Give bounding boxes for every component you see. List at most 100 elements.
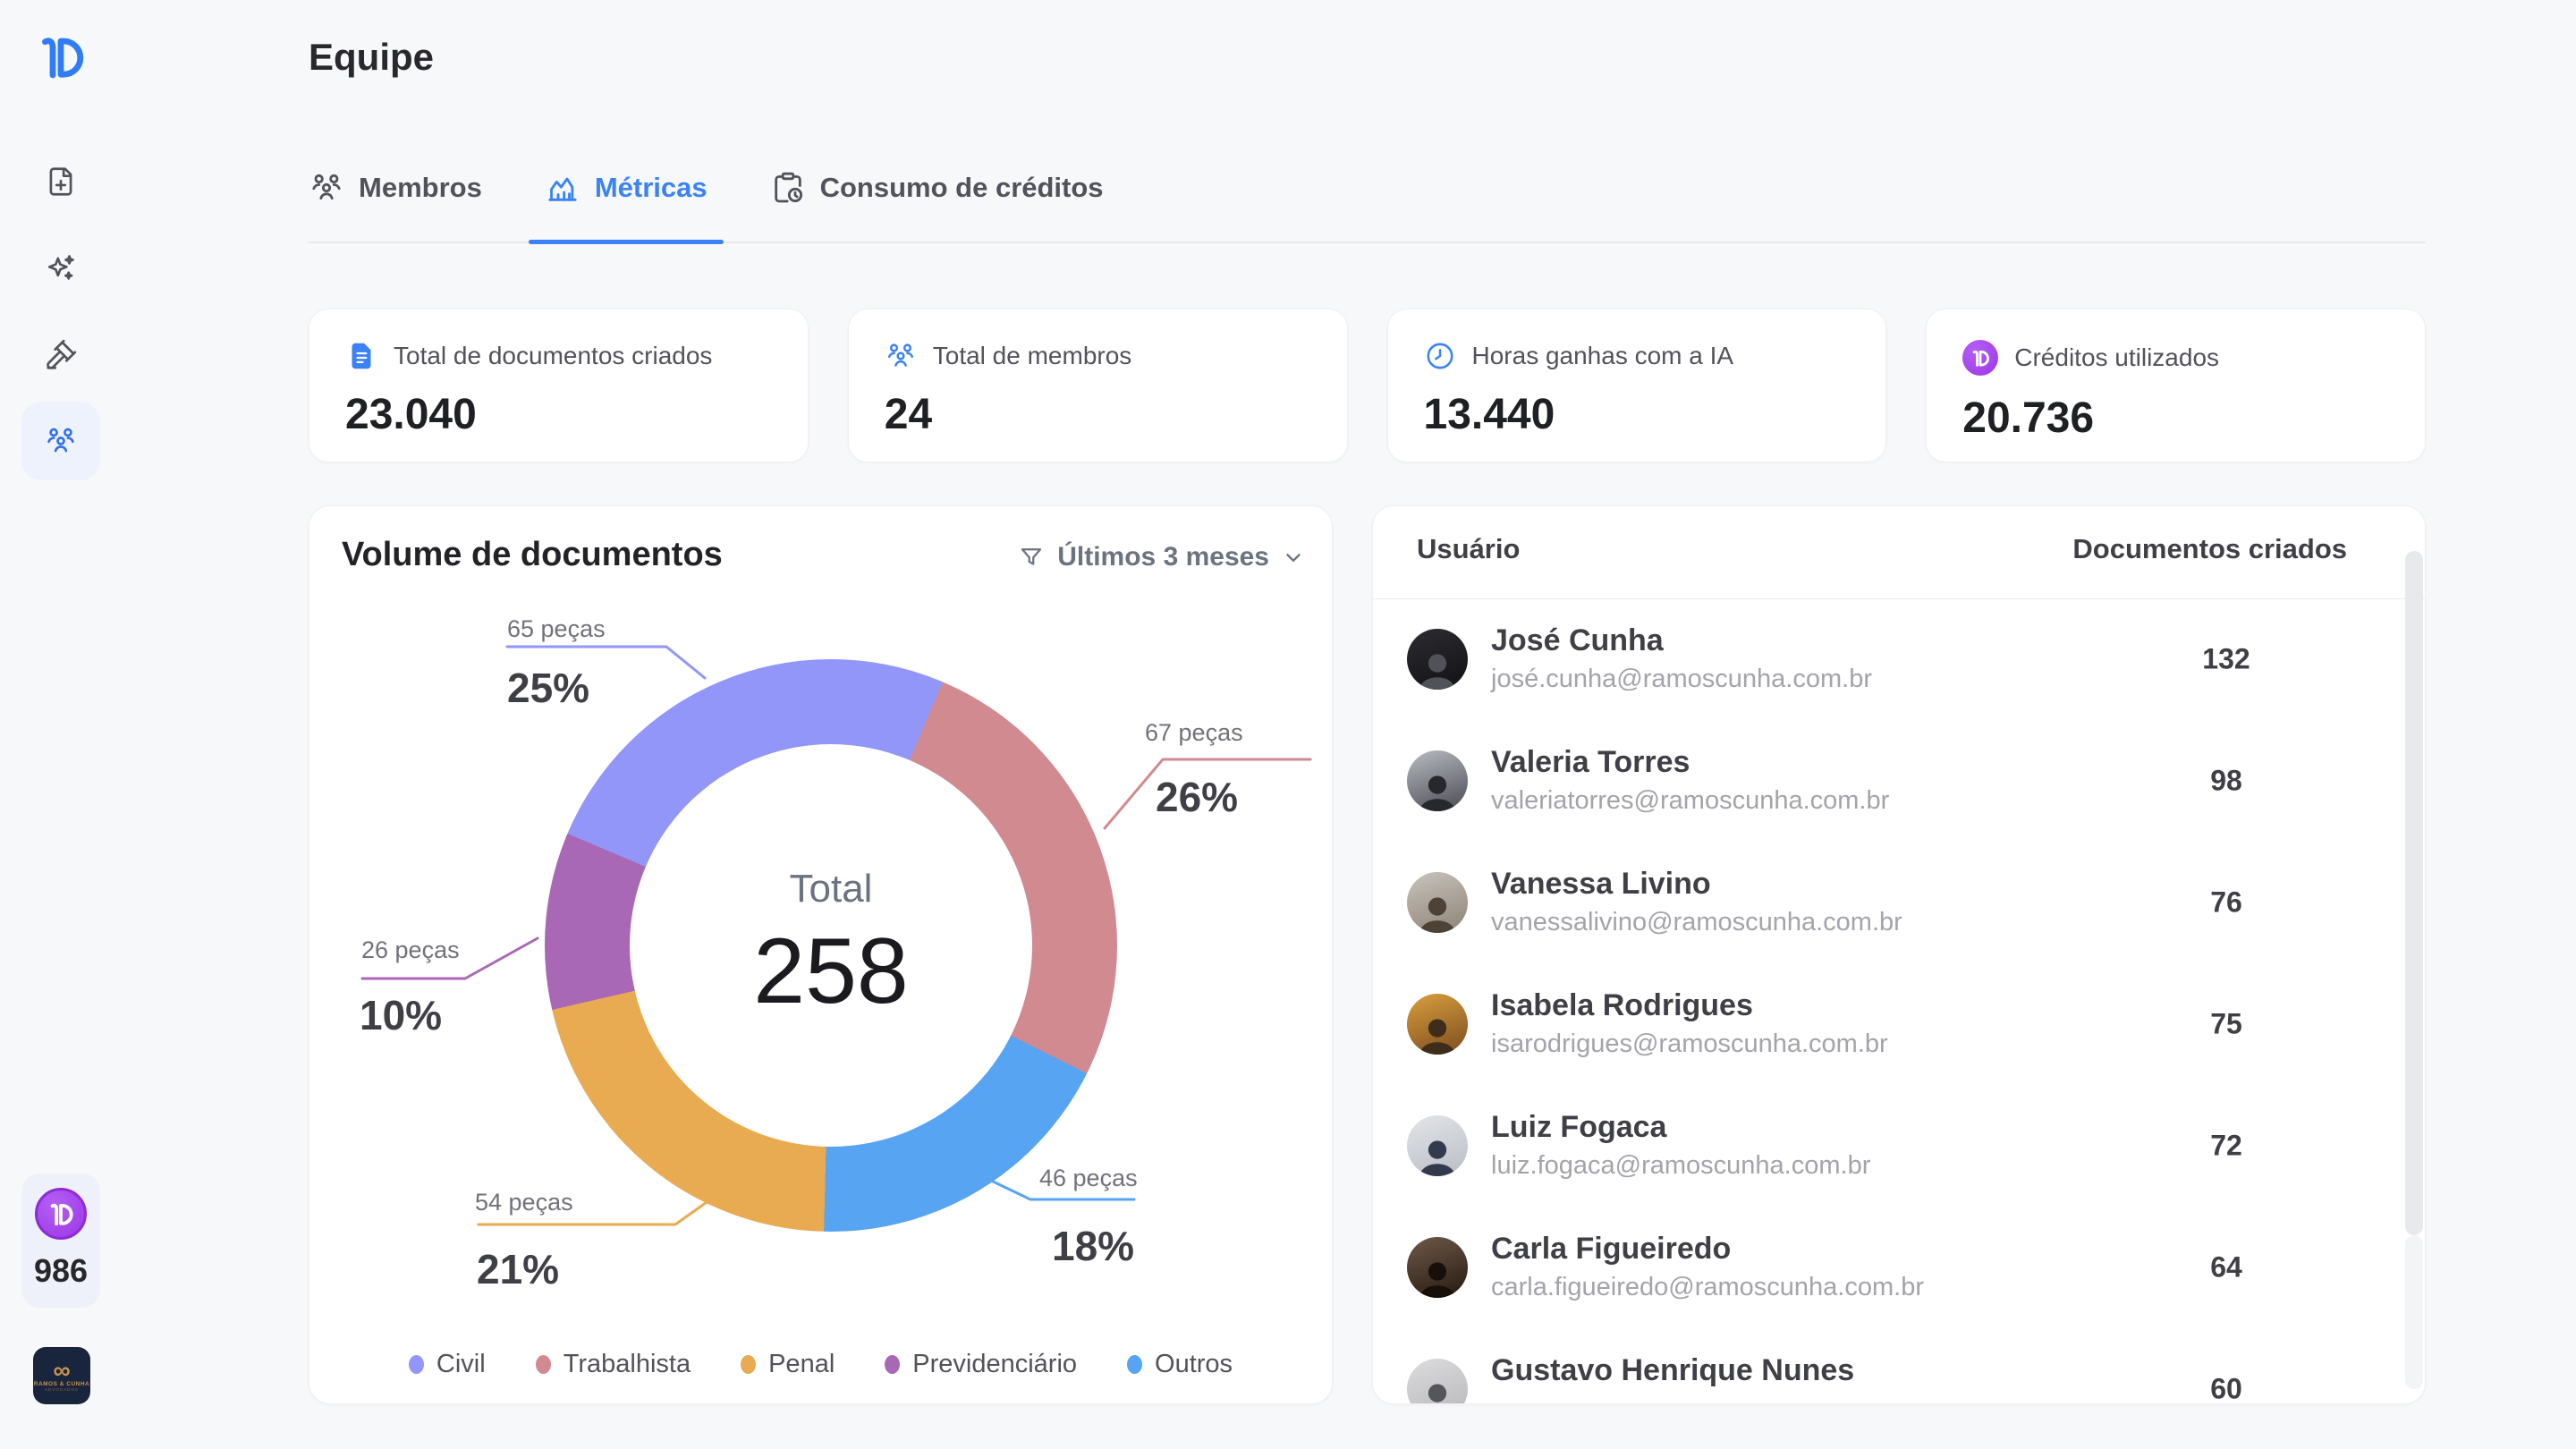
stat-value: 23.040 bbox=[345, 391, 477, 438]
avatar bbox=[1407, 1115, 1468, 1176]
user-email: valeriatorres@ramoscunha.com.br bbox=[1491, 786, 1890, 815]
team-icon bbox=[887, 343, 913, 367]
stats-row: Total de documentos criados 23.040 Total… bbox=[309, 309, 2426, 462]
period-filter-label: Últimos 3 meses bbox=[1057, 542, 1269, 572]
sparkles-icon bbox=[47, 255, 74, 280]
legend-label: Civil bbox=[436, 1350, 486, 1378]
tab-metricas[interactable]: Métricas bbox=[528, 170, 724, 244]
callout-outros-pct: 18% bbox=[1052, 1223, 1135, 1269]
clipboard-clock-icon bbox=[774, 172, 802, 203]
column-header-documentos-criados: Documentos criados bbox=[2072, 533, 2347, 564]
sidebar: 986 ∞ RAMOS & CUNHA ADVOGADOS bbox=[0, 0, 122, 1449]
user-email: vanessalivino@ramoscunha.com.br bbox=[1491, 908, 1902, 936]
legend-label: Previdenciário bbox=[912, 1350, 1078, 1378]
firm-knot-icon: ∞ bbox=[53, 1357, 71, 1384]
file-plus-icon bbox=[49, 167, 72, 196]
user-docs-count: 64 bbox=[2210, 1250, 2242, 1284]
team-icon bbox=[312, 174, 341, 200]
callout-previdenciario-value: 26 peças bbox=[361, 936, 460, 963]
period-filter-dropdown[interactable]: Últimos 3 meses bbox=[1018, 542, 1305, 572]
legend-label: Trabalhista bbox=[563, 1350, 691, 1378]
sidebar-item-ai-assistant[interactable] bbox=[21, 229, 100, 308]
callout-penal-pct: 21% bbox=[477, 1246, 560, 1292]
table-row: Vanessa Livino vanessalivino@ramoscunha.… bbox=[1373, 842, 2425, 963]
callout-previdenciario-pct: 10% bbox=[360, 992, 443, 1038]
legend-item-outros[interactable]: Outros bbox=[1127, 1350, 1233, 1379]
stat-label: Total de documentos criados bbox=[394, 342, 713, 369]
legend-dot bbox=[535, 1355, 551, 1374]
user-email: isarodrigues@ramoscunha.com.br bbox=[1491, 1030, 1888, 1058]
credits-badge[interactable]: 986 bbox=[21, 1174, 100, 1308]
user-docs-count: 76 bbox=[2210, 886, 2242, 919]
page-title: Equipe bbox=[309, 36, 435, 78]
stat-card-documentos: Total de documentos criados 23.040 bbox=[309, 309, 809, 462]
legend-item-trabalhista[interactable]: Trabalhista bbox=[535, 1350, 691, 1379]
firm-name: RAMOS & CUNHA bbox=[33, 1381, 90, 1387]
firm-subtitle: ADVOGADOS bbox=[44, 1387, 79, 1392]
chart-icon bbox=[548, 177, 577, 201]
user-name: Valeria Torres bbox=[1491, 745, 1690, 779]
chevron-down-icon bbox=[1286, 554, 1301, 562]
legend-dot bbox=[741, 1355, 757, 1374]
table-row: José Cunha josé.cunha@ramoscunha.com.br … bbox=[1373, 598, 2425, 720]
donut-total-value: 258 bbox=[753, 919, 909, 1023]
tab-consumo-creditos[interactable]: Consumo de créditos bbox=[770, 170, 1104, 242]
avatar bbox=[1407, 1359, 1468, 1403]
legend-dot bbox=[1127, 1355, 1143, 1374]
legend-item-civil[interactable]: Civil bbox=[408, 1350, 486, 1379]
sidebar-item-new-document[interactable] bbox=[21, 142, 100, 221]
user-name: Isabela Rodrigues bbox=[1491, 988, 1753, 1022]
callout-penal-value: 54 peças bbox=[475, 1189, 573, 1216]
table-row: Luiz Fogaca luiz.fogaca@ramoscunha.com.b… bbox=[1373, 1085, 2425, 1207]
stat-value: 24 bbox=[884, 391, 933, 438]
stat-card-membros: Total de membros 24 bbox=[847, 309, 1348, 462]
user-name: Luiz Fogaca bbox=[1491, 1110, 1667, 1144]
user-docs-count: 98 bbox=[2210, 764, 2242, 797]
avatar bbox=[1407, 994, 1468, 1055]
callout-trabalhista-value: 67 peças bbox=[1145, 719, 1243, 746]
table-row: Gustavo Henrique Nunes 60 bbox=[1373, 1328, 2425, 1403]
funnel-icon bbox=[1021, 548, 1042, 565]
users-table-card: Usuário Documentos criados José Cunha jo… bbox=[1372, 505, 2426, 1404]
user-email: carla.figueiredo@ramoscunha.com.br bbox=[1491, 1273, 1924, 1301]
scrollbar-track[interactable] bbox=[2405, 1235, 2423, 1389]
chart-title: Volume de documentos bbox=[342, 536, 723, 573]
user-rows: José Cunha josé.cunha@ramoscunha.com.br … bbox=[1373, 598, 2425, 1403]
column-header-usuario: Usuário bbox=[1417, 533, 1521, 564]
callout-civil-value: 65 peças bbox=[507, 615, 606, 642]
stat-card-creditos: Créditos utilizados 20.736 bbox=[1926, 309, 2426, 462]
clock-icon bbox=[1427, 343, 1453, 369]
user-docs-count: 132 bbox=[2202, 642, 2250, 675]
stat-card-horas-ia: Horas ganhas com a IA 13.440 bbox=[1386, 309, 1887, 462]
stat-value: 20.736 bbox=[1962, 394, 2095, 442]
user-name: Carla Figueiredo bbox=[1491, 1232, 1732, 1266]
document-icon bbox=[352, 343, 371, 369]
avatar bbox=[1407, 750, 1468, 811]
credits-logo-icon bbox=[35, 1188, 87, 1240]
stat-value: 13.440 bbox=[1423, 391, 1555, 438]
sidebar-item-team[interactable] bbox=[21, 402, 100, 480]
user-name: Vanessa Livino bbox=[1491, 867, 1711, 901]
header-divider bbox=[1373, 598, 2425, 599]
tab-membros[interactable]: Membros bbox=[309, 170, 482, 242]
stat-label: Créditos utilizados bbox=[2014, 343, 2220, 371]
table-row: Carla Figueiredo carla.figueiredo@ramosc… bbox=[1373, 1207, 2425, 1328]
legend-dot bbox=[885, 1355, 901, 1374]
legend-item-penal[interactable]: Penal bbox=[741, 1350, 835, 1379]
donut-center: Total 258 bbox=[630, 744, 1032, 1147]
legend-item-previdenciario[interactable]: Previdenciário bbox=[885, 1350, 1077, 1379]
user-email: josé.cunha@ramoscunha.com.br bbox=[1491, 665, 1872, 693]
scrollbar-thumb[interactable] bbox=[2405, 551, 2423, 1235]
avatar bbox=[1407, 1237, 1468, 1298]
team-icon bbox=[47, 428, 74, 453]
tab-label: Membros bbox=[359, 172, 482, 203]
sidebar-item-legal[interactable] bbox=[21, 316, 100, 394]
chart-legend: Civil Trabalhista Penal Previdenciário O… bbox=[309, 1350, 1332, 1379]
credits-value: 986 bbox=[33, 1252, 89, 1289]
legend-label: Outros bbox=[1155, 1350, 1233, 1378]
user-docs-count: 75 bbox=[2210, 1007, 2242, 1040]
legend-dot bbox=[408, 1355, 424, 1374]
firm-logo[interactable]: ∞ RAMOS & CUNHA ADVOGADOS bbox=[33, 1347, 90, 1404]
avatar bbox=[1407, 629, 1468, 690]
donut-total-label: Total bbox=[789, 866, 873, 911]
